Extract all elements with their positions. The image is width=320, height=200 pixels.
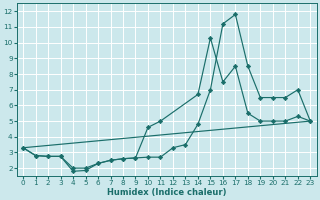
X-axis label: Humidex (Indice chaleur): Humidex (Indice chaleur) <box>107 188 227 197</box>
